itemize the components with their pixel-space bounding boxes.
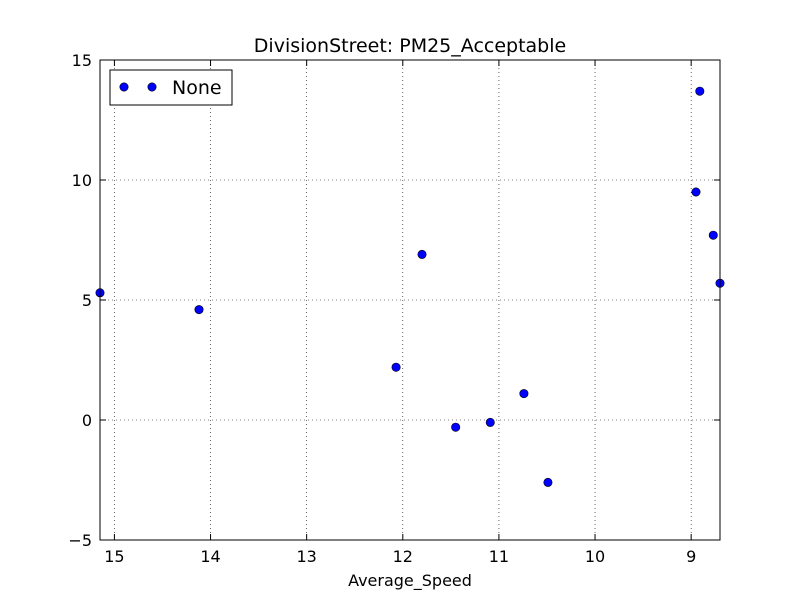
data-points (95, 86, 725, 487)
y-tick-label: 0 (82, 411, 92, 430)
x-tick-label: 9 (686, 547, 696, 566)
data-point (695, 86, 705, 96)
x-tick-label: 11 (489, 547, 509, 566)
legend: None (109, 69, 233, 106)
data-point (417, 249, 427, 259)
y-tick-label: 5 (82, 291, 92, 310)
grid (100, 59, 720, 541)
x-tick-label: 12 (393, 547, 413, 566)
legend-marker (147, 82, 157, 92)
axis-ticks: 15 14 13 12 11 10 9 −5 0 5 10 15 (68, 51, 720, 566)
legend-label: None (172, 77, 222, 99)
data-point (519, 389, 529, 399)
y-tick-label: −5 (68, 531, 92, 550)
data-point (543, 477, 553, 487)
x-tick-label: 14 (200, 547, 220, 566)
data-point (194, 305, 204, 315)
data-point (391, 362, 401, 372)
data-point (708, 230, 718, 240)
legend-marker (119, 82, 129, 92)
x-tick-label: 15 (104, 547, 124, 566)
y-tick-label: 10 (72, 171, 92, 190)
data-point (451, 422, 461, 432)
x-tick-label: 10 (585, 547, 605, 566)
data-point (691, 187, 701, 197)
legend-box (109, 69, 233, 106)
data-point (485, 417, 495, 427)
x-axis-label: Average_Speed (348, 571, 472, 591)
x-tick-label: 13 (296, 547, 316, 566)
chart-title: DivisionStreet: PM25_Acceptable (254, 35, 566, 57)
y-tick-label: 15 (72, 51, 92, 70)
